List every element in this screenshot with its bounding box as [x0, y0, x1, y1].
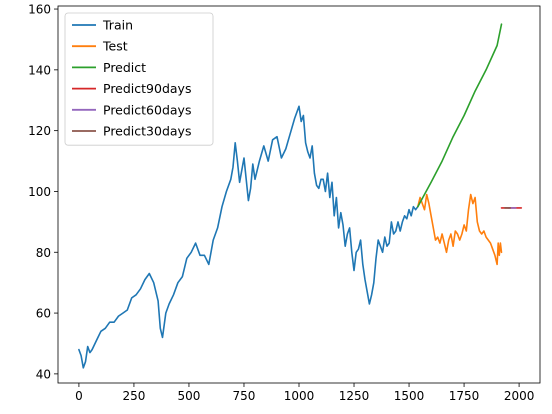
x-tick-label: 1750	[449, 389, 480, 403]
legend-label: Predict30days	[103, 124, 191, 139]
legend-label: Predict90days	[103, 81, 191, 96]
legend: Train Test Predict Predict90days Predict60da…	[64, 12, 214, 146]
series-line-train	[78, 105, 419, 369]
x-tick-label: 1250	[339, 389, 370, 403]
x-tick-label: 2000	[504, 389, 535, 403]
legend-label: Predict60days	[103, 102, 191, 117]
x-tick-label: 1500	[394, 389, 425, 403]
legend-label: Predict	[103, 60, 146, 75]
series-line-test	[416, 193, 503, 266]
y-tick-label: 140	[28, 63, 51, 77]
legend-label: Train	[102, 18, 133, 33]
x-tick-label: 0	[75, 389, 83, 403]
x-tick-label: 750	[233, 389, 256, 403]
x-axis: 0 250 500 750 1000 1250 1500 1750 2000	[75, 383, 534, 403]
legend-label: Test	[102, 39, 128, 54]
y-tick-label: 120	[28, 124, 51, 138]
y-tick-label: 60	[36, 307, 51, 321]
y-tick-label: 40	[36, 367, 51, 381]
series-line-predict	[416, 23, 503, 208]
x-tick-label: 250	[122, 389, 145, 403]
legend-box	[64, 12, 214, 146]
y-tick-label: 80	[36, 246, 51, 260]
x-tick-label: 1000	[284, 389, 315, 403]
x-tick-label: 500	[178, 389, 201, 403]
y-axis: 40 60 80 100 120 140 160	[28, 3, 58, 381]
y-tick-label: 160	[28, 3, 51, 17]
series-layer	[78, 23, 523, 369]
y-tick-label: 100	[28, 185, 51, 199]
